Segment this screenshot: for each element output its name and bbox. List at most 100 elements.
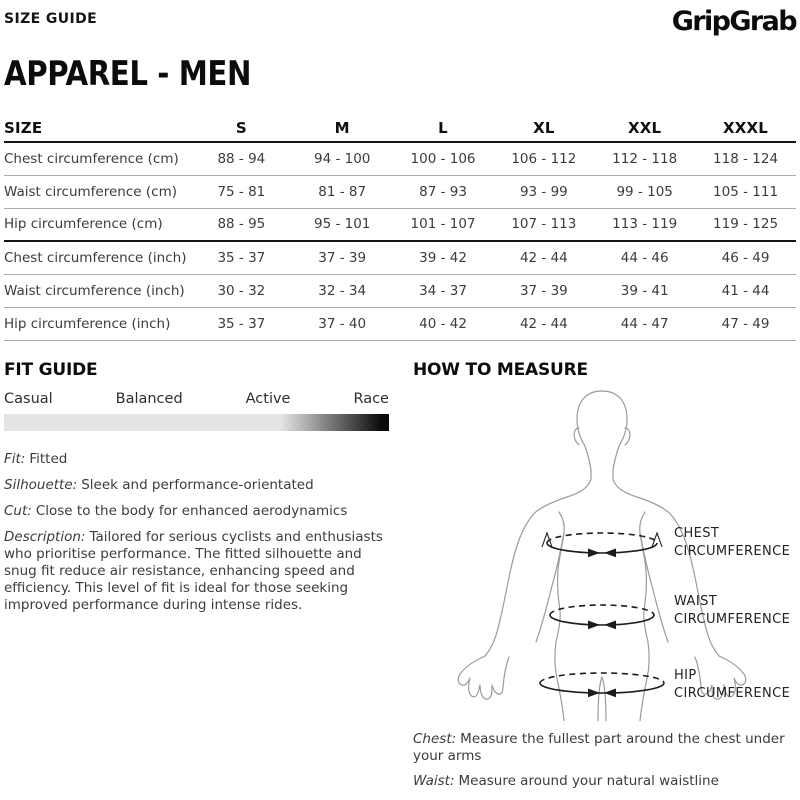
- size-cell: 112 - 118: [594, 142, 696, 176]
- size-cell: 88 - 95: [190, 208, 292, 242]
- size-cell: 44 - 47: [594, 307, 696, 341]
- hip-circumference-label: CIRCUMFERENCE: [674, 686, 790, 701]
- chest-tape-pin-left: [541, 530, 553, 547]
- measure-tapes: [539, 530, 665, 697]
- chest-tape-dashed: [546, 531, 658, 543]
- size-cell: 87 - 93: [392, 175, 494, 209]
- fit-attribute-label: Cut:: [4, 502, 32, 519]
- measure-instructions: Chest: Measure the fullest part around th…: [413, 731, 800, 800]
- size-cell: 105 - 111: [695, 175, 796, 209]
- page-title: APPAREL - MEN: [4, 54, 252, 94]
- col-header-m: M: [291, 114, 393, 143]
- size-cell: 42 - 44: [493, 241, 595, 275]
- measure-instruction-text: Measure around your natural waistline: [458, 772, 719, 789]
- size-cell: 99 - 105: [594, 175, 696, 209]
- size-cell: 93 - 99: [493, 175, 595, 209]
- size-cell: 37 - 39: [493, 274, 595, 308]
- measure-instruction-label: Chest:: [413, 730, 457, 747]
- size-cell: 32 - 34: [291, 274, 393, 308]
- size-cell: 39 - 42: [392, 241, 494, 275]
- size-cell: 44 - 46: [594, 241, 696, 275]
- fit-attribute-silhouette: Silhouette: Sleek and performance-orienta…: [4, 477, 389, 494]
- hip-circumference-label: HIP: [674, 668, 697, 683]
- measure-instruction-text: Measure the fullest part around the ches…: [413, 730, 785, 764]
- size-cell: 113 - 119: [594, 208, 696, 242]
- fit-attribute-text: Close to the body for enhanced aerodynam…: [35, 502, 348, 519]
- row-label: Chest circumference (inch): [4, 241, 191, 275]
- row-label: Chest circumference (cm): [4, 142, 191, 176]
- fit-scale-label-active: Active: [245, 390, 291, 407]
- row-label: Hip circumference (inch): [4, 307, 191, 341]
- fit-attribute-label: Silhouette:: [4, 476, 78, 493]
- col-header-size: SIZE: [4, 114, 191, 143]
- size-cell: 95 - 101: [291, 208, 393, 242]
- size-cell: 47 - 49: [695, 307, 796, 341]
- size-cell: 35 - 37: [190, 307, 292, 341]
- figure-wrap: CHEST CIRCUMFERENCE WAIST CIRCUMFERENCE …: [413, 383, 800, 725]
- waist-tape-solid: [549, 614, 655, 626]
- fit-attribute-description: Description: Tailored for serious cyclist…: [4, 529, 389, 614]
- size-cell: 41 - 44: [695, 274, 796, 308]
- size-table: SIZE S M L XL XXL XXXL Chest circumferen…: [4, 114, 796, 341]
- size-cell: 100 - 106: [392, 142, 494, 176]
- hip-tape-dashed: [539, 671, 665, 683]
- fit-attribute-cut: Cut: Close to the body for enhanced aerod…: [4, 503, 389, 520]
- waist-tape-dashed: [549, 603, 655, 615]
- size-cell: 81 - 87: [291, 175, 393, 209]
- waist-circumference-label: WAIST: [674, 594, 717, 609]
- size-cell: 94 - 100: [291, 142, 393, 176]
- size-cell: 30 - 32: [190, 274, 292, 308]
- table-row: Hip circumference (inch) 35 - 37 37 - 40…: [4, 307, 796, 341]
- table-row: Waist circumference (inch) 30 - 32 32 - …: [4, 274, 796, 308]
- size-cell: 37 - 39: [291, 241, 393, 275]
- hip-arrow-left-icon: [604, 688, 616, 697]
- waist-arrow-left-icon: [604, 620, 616, 629]
- fit-attribute-fit: Fit: Fitted: [4, 451, 389, 468]
- measure-instruction-label: Waist:: [413, 772, 455, 789]
- fit-scale-label-race: Race: [353, 390, 389, 407]
- hip-tape-solid: [539, 682, 665, 694]
- fit-scale-labels: Casual Balanced Active Race: [4, 390, 389, 407]
- body-measurement-figure: CHEST CIRCUMFERENCE WAIST CIRCUMFERENCE …: [457, 389, 790, 722]
- chest-tape-solid: [546, 542, 658, 554]
- top-bar: SIZE GUIDE GripGrab: [4, 6, 798, 40]
- size-cell: 42 - 44: [493, 307, 595, 341]
- fit-attribute-text: Tailored for serious cyclists and enthus…: [4, 528, 383, 613]
- fit-attribute-label: Description:: [4, 528, 86, 545]
- size-cell: 40 - 42: [392, 307, 494, 341]
- size-cell: 118 - 124: [695, 142, 796, 176]
- size-cell: 34 - 37: [392, 274, 494, 308]
- measure-instruction-chest: Chest: Measure the fullest part around th…: [413, 731, 800, 765]
- fit-scale-gradient-bar: [4, 413, 389, 431]
- size-cell: 37 - 40: [291, 307, 393, 341]
- gripgrab-logo: GripGrab: [671, 6, 798, 37]
- col-header-xxl: XXL: [594, 114, 696, 143]
- chest-arrow-left-icon: [604, 548, 616, 557]
- table-row: Chest circumference (cm) 88 - 94 94 - 10…: [4, 142, 796, 176]
- body-outline: [457, 389, 747, 722]
- chest-arrow-right-icon: [588, 548, 600, 557]
- col-header-l: L: [392, 114, 494, 143]
- fit-guide-heading: FIT GUIDE: [4, 359, 98, 380]
- fit-scale-label-balanced: Balanced: [115, 390, 183, 407]
- size-guide-label: SIZE GUIDE: [4, 11, 98, 27]
- measure-instruction-text: Measure the fullest part around the hips: [451, 798, 723, 800]
- how-to-measure-heading: HOW TO MEASURE: [413, 359, 588, 380]
- size-cell: 107 - 113: [493, 208, 595, 242]
- chest-tape-pin-right: [651, 530, 663, 547]
- how-to-measure-section: HOW TO MEASURE: [413, 361, 800, 800]
- table-row: Waist circumference (cm) 75 - 81 81 - 87…: [4, 175, 796, 209]
- size-cell: 75 - 81: [190, 175, 292, 209]
- col-header-s: S: [190, 114, 292, 143]
- size-cell: 35 - 37: [190, 241, 292, 275]
- measure-instruction-hips: Hips: Measure the fullest part around the…: [413, 798, 800, 800]
- table-row: Chest circumference (inch) 35 - 37 37 - …: [4, 241, 796, 275]
- waist-arrow-right-icon: [588, 620, 600, 629]
- fit-scale-label-casual: Casual: [4, 390, 53, 407]
- waist-circumference-label: CIRCUMFERENCE: [674, 612, 790, 627]
- row-label: Waist circumference (inch): [4, 274, 191, 308]
- row-label: Waist circumference (cm): [4, 175, 191, 209]
- size-cell: 106 - 112: [493, 142, 595, 176]
- fit-attribute-text: Sleek and performance-orientated: [81, 476, 314, 493]
- size-cell: 88 - 94: [190, 142, 292, 176]
